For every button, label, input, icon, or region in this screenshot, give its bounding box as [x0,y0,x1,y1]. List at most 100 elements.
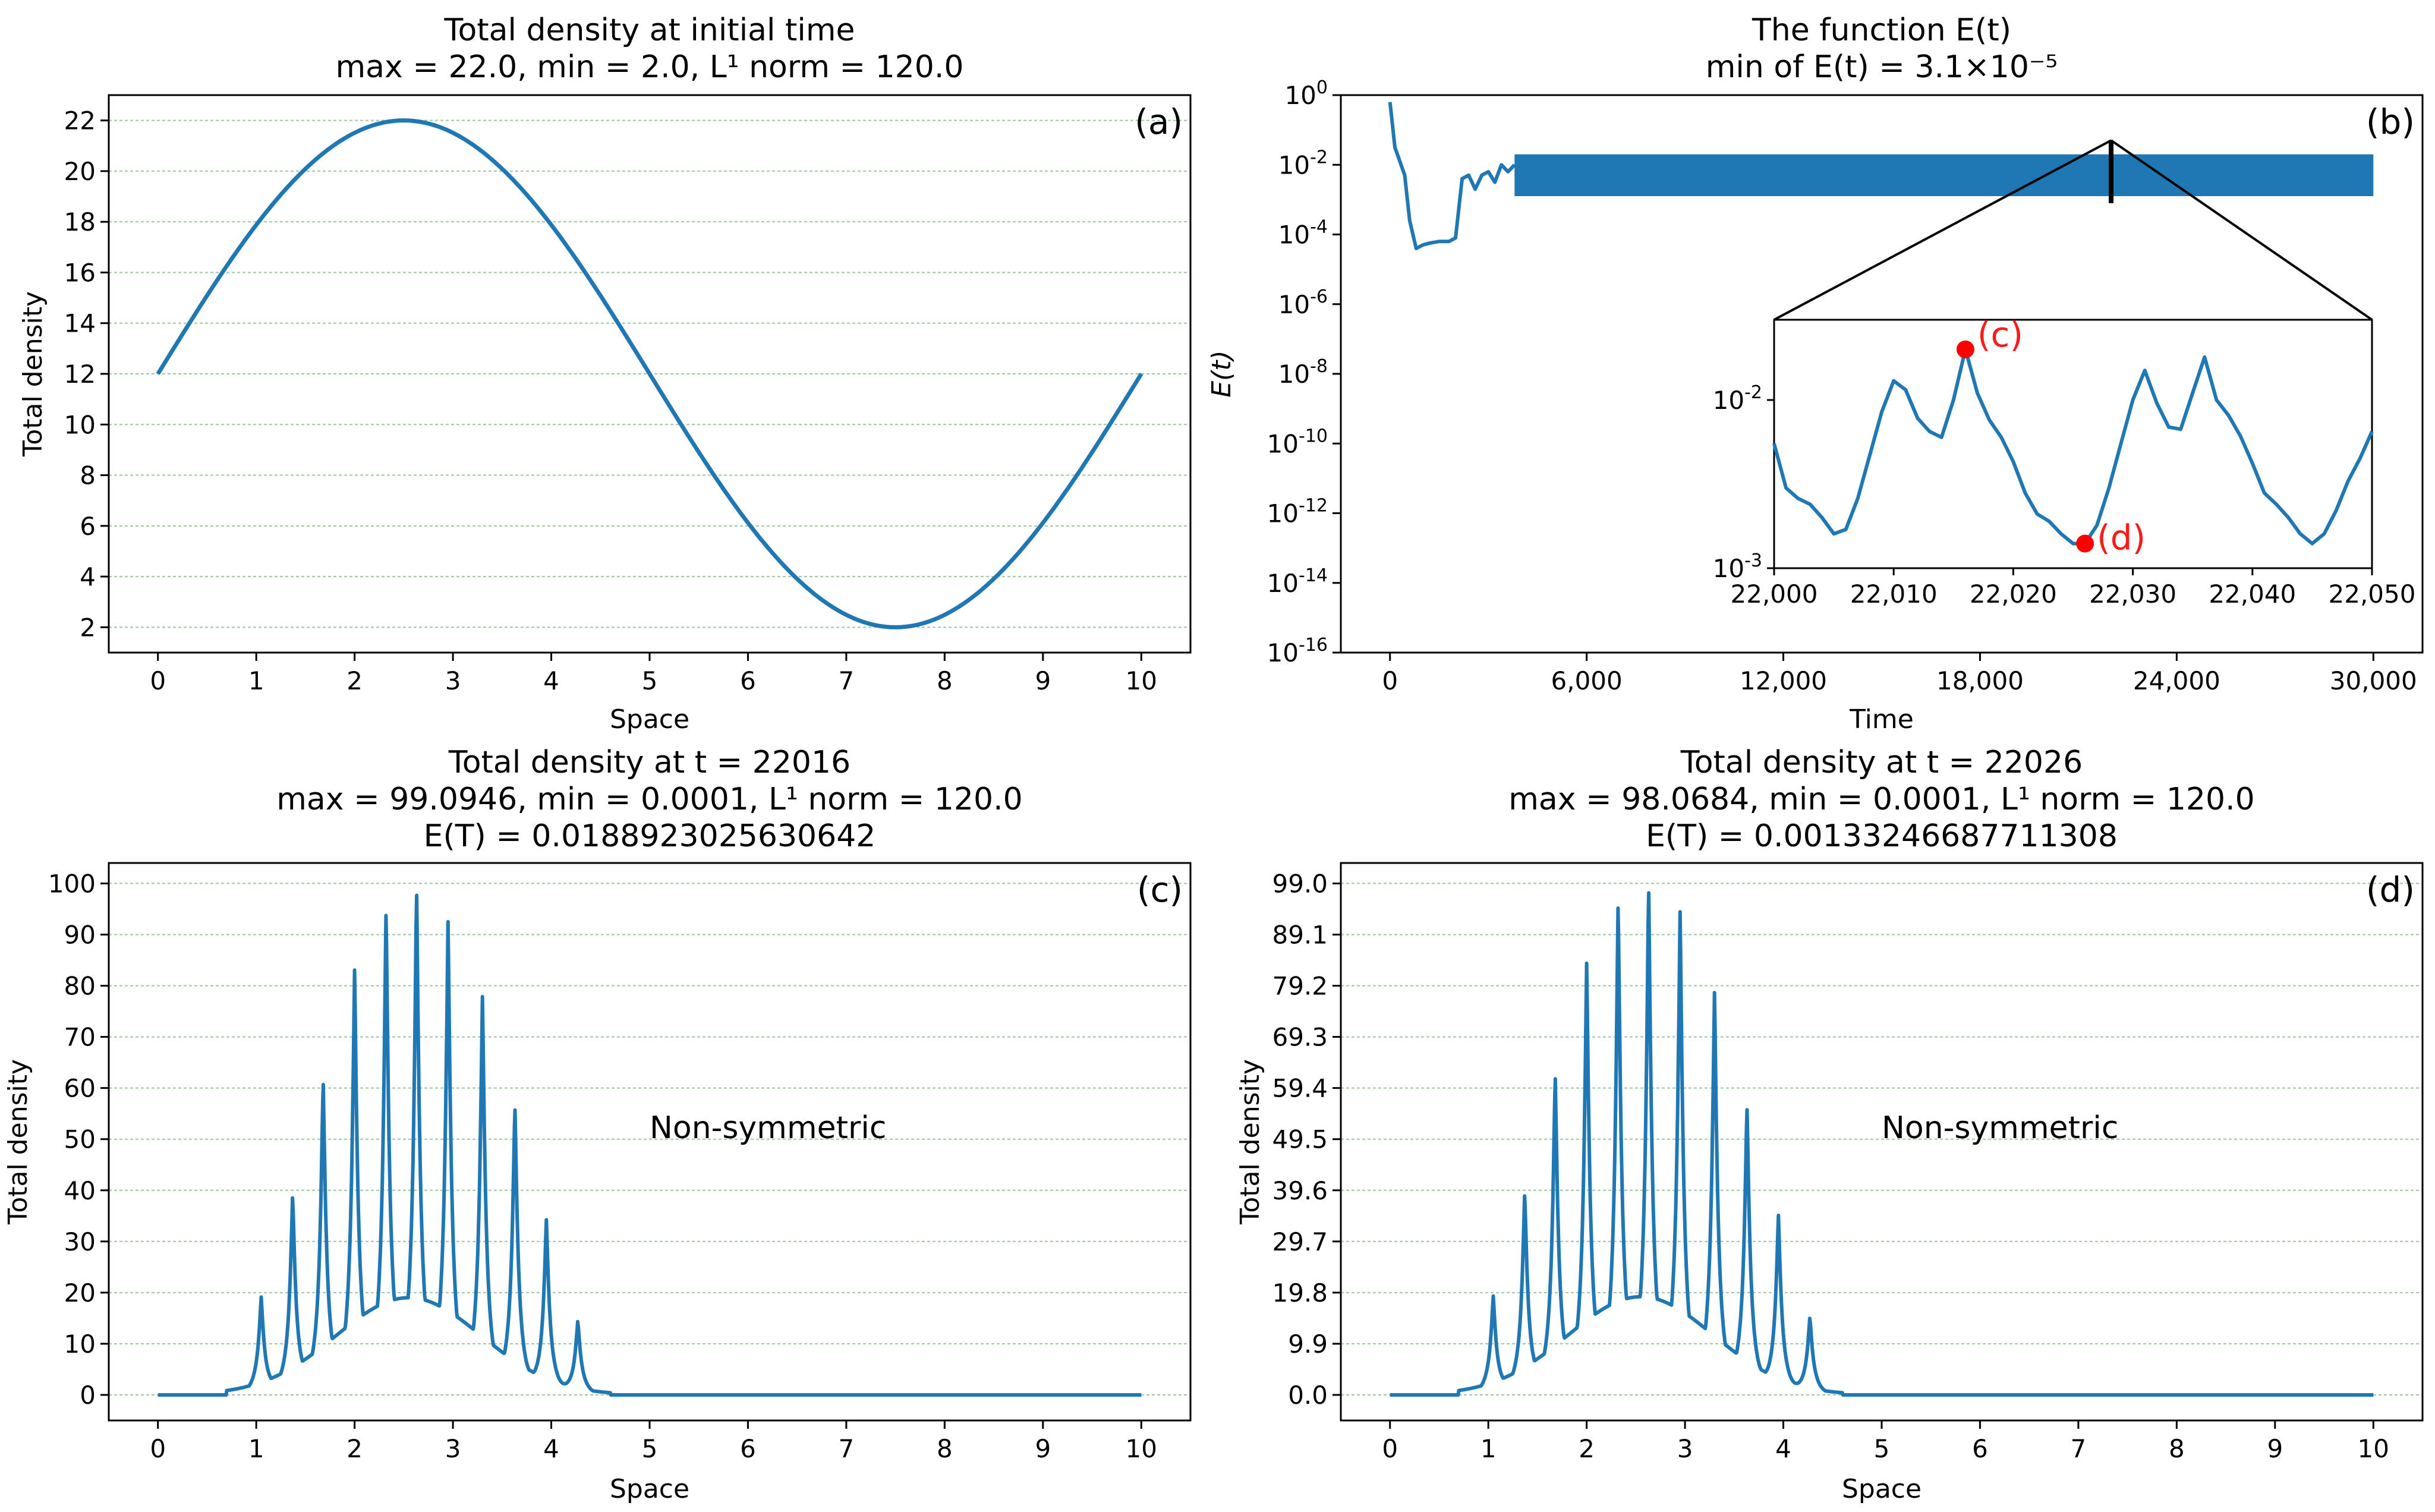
x-tick-label-b-1: 6,000 [1551,666,1623,695]
y-tick-label-d-6: 59.4 [1272,1074,1328,1103]
x-tick-label-d-9: 9 [2267,1434,2283,1463]
x-tick-label-c-1: 1 [248,1434,264,1463]
x-tick-label-d-5: 5 [1874,1434,1890,1463]
y-tick-label-c-8: 80 [64,972,96,1001]
y-tick-label-c-9: 90 [64,920,96,949]
x-axis-label-d: Space [1842,1474,1921,1504]
x-tick-label-b-5: 30,000 [2330,666,2417,695]
panel-label-a: (a) [1135,102,1183,142]
title-d-line1: Total density at t = 22026 [1680,745,2083,780]
y-tick-label-a-9: 20 [64,157,96,186]
y-tick-label-a-3: 8 [80,461,96,490]
x-tick-label-b-4: 24,000 [2133,666,2220,695]
series-line-total-density-d [1388,891,2375,1397]
annotation-non-symmetric-c: Non-symmetric [650,1110,886,1146]
oscillation-band-e [1514,154,2374,197]
annotation-non-symmetric-d: Non-symmetric [1882,1110,2118,1146]
y-tick-label-a-5: 12 [64,360,96,389]
y-tick-label-c-10: 100 [48,869,96,898]
title-d-line3: E(T) = 0.00133246687711308 [1646,818,2118,854]
x-tick-label-d-2: 2 [1579,1434,1595,1463]
x-tick-label-c-4: 4 [543,1434,559,1463]
y-tick-label-c-7: 70 [64,1023,96,1052]
inset-marker-0 [1956,340,1974,358]
y-tick-label-b-3: 10-6 [1278,286,1328,319]
x-tick-label-a-1: 1 [248,666,264,695]
y-tick-label-d-10: 99.0 [1272,869,1328,898]
x-tick-label-c-9: 9 [1035,1434,1051,1463]
inset-marker-label-0: (c) [1977,314,2023,355]
title-d-line2: max = 98.0684, min = 0.0001, L¹ norm = 1… [1508,782,2254,817]
inset-x-tick-label-2: 22,020 [1970,579,2057,609]
x-tick-label-c-0: 0 [150,1434,166,1463]
x-tick-label-c-5: 5 [642,1434,658,1463]
x-tick-label-d-10: 10 [2358,1434,2389,1463]
x-tick-label-a-7: 7 [839,666,855,695]
y-tick-label-a-7: 16 [64,258,96,287]
y-axis-label-c: Total density [3,1059,33,1225]
y-tick-label-c-3: 30 [64,1227,96,1256]
y-tick-label-b-8: 10-16 [1267,635,1328,667]
inset-x-tick-label-0: 22,000 [1731,579,1818,609]
x-tick-label-d-4: 4 [1775,1434,1791,1463]
x-tick-label-c-10: 10 [1126,1434,1157,1463]
y-tick-label-d-3: 29.7 [1272,1227,1328,1256]
title-b-line2: min of E(t) = 3.1×10⁻⁵ [1706,49,2058,85]
inset-y-tick-label-1: 10-3 [1713,550,1762,583]
x-tick-label-a-0: 0 [150,666,166,695]
y-tick-label-b-5: 10-10 [1267,426,1328,458]
y-tick-label-c-2: 20 [64,1278,96,1308]
panel-label-d: (d) [2366,870,2415,910]
y-tick-label-d-1: 9.9 [1288,1330,1328,1359]
y-tick-label-c-5: 50 [64,1125,96,1154]
y-tick-label-a-10: 22 [64,106,96,136]
title-c-line1: Total density at t = 22016 [448,745,850,780]
x-tick-label-c-8: 8 [937,1434,953,1463]
ticks-b: 0 6,000 12,000 18,000 24,000 30,000 100 10-2 10-… [1267,77,2417,695]
y-axis-label-b: E(t) [1207,350,1237,397]
y-axis-label-d: Total density [1235,1059,1265,1225]
x-tick-label-a-8: 8 [937,666,953,695]
series-line-e-of-t [1388,102,1516,250]
y-tick-label-a-6: 14 [64,309,96,338]
zoom-connector-left [1774,139,2112,321]
panel-label-c: (c) [1137,870,1183,910]
inset-marker-label-1: (d) [2097,518,2146,558]
x-tick-label-d-7: 7 [2071,1434,2087,1463]
y-tick-label-d-0: 0.0 [1288,1381,1328,1410]
x-tick-label-b-3: 18,000 [1936,666,2024,695]
x-tick-label-a-6: 6 [740,666,756,695]
inset-ticks: 22,000 22,010 22,020 22,030 22,040 22,050 10-2… [1713,382,2416,609]
zoom-connector-right [2110,139,2373,321]
y-tick-label-c-4: 40 [64,1176,96,1205]
inset-markers: (c) (d) [1956,314,2146,558]
x-tick-label-a-9: 9 [1035,666,1051,695]
x-tick-label-a-5: 5 [642,666,658,695]
x-tick-label-a-3: 3 [445,666,461,695]
x-tick-label-c-6: 6 [740,1434,756,1463]
title-c-line3: E(T) = 0.0188923025630642 [424,818,876,854]
y-tick-label-d-5: 49.5 [1272,1125,1328,1154]
y-tick-label-b-0: 100 [1284,77,1328,110]
y-tick-label-b-4: 10-8 [1278,356,1328,389]
inset-x-tick-label-1: 22,010 [1850,579,1938,609]
y-tick-label-a-8: 18 [64,207,96,237]
inset-frame [1773,319,2373,569]
x-tick-label-d-6: 6 [1972,1434,1988,1463]
panel-d: 0 1 2 3 4 5 6 7 8 9 10 0.0 9.9 19.8 29.7 39.6 49.5 59.4 69… [1235,745,2424,1504]
x-tick-label-c-2: 2 [346,1434,363,1463]
y-tick-label-a-4: 10 [64,410,96,439]
y-tick-label-b-7: 10-14 [1267,565,1328,598]
ticks-d: 0 1 2 3 4 5 6 7 8 9 10 0.0 9.9 19.8 29.7 39.6 49.5 59.4 69… [1272,869,2389,1463]
inset-x-tick-label-3: 22,030 [2089,579,2176,609]
grid-a [109,119,1190,628]
x-axis-label-b: Time [1849,704,1914,735]
x-tick-label-d-3: 3 [1677,1434,1693,1463]
title-c-line2: max = 99.0946, min = 0.0001, L¹ norm = 1… [276,782,1022,817]
y-tick-label-c-0: 0 [80,1381,96,1410]
